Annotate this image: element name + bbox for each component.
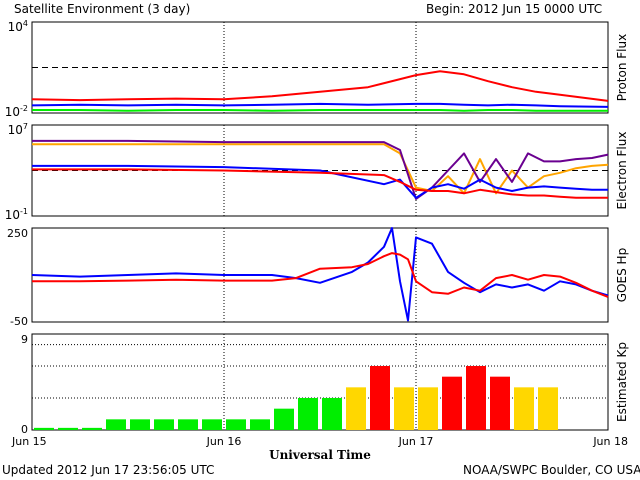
series-line-blue <box>31 102 609 108</box>
series-line-red <box>32 252 609 298</box>
begin-time: Begin: 2012 Jun 15 0000 UTC <box>426 2 603 16</box>
kp-bar <box>298 398 318 430</box>
kp-bar <box>106 419 126 430</box>
panel-frame <box>31 333 609 431</box>
x-tick-label: Jun 18 <box>592 435 628 448</box>
kp-bar <box>250 419 270 430</box>
kp-bar <box>178 419 198 430</box>
kp-bar <box>202 419 222 430</box>
panel-2: 107 10-1 Electron Flux <box>5 122 629 222</box>
kp-bar <box>538 387 558 430</box>
source-credit: NOAA/SWPC Boulder, CO USA <box>463 463 640 477</box>
y-axis-label: Estimated Kp <box>615 342 629 422</box>
kp-bar <box>154 419 174 430</box>
y-tick-bottom: 0 <box>21 423 28 436</box>
series-line-red <box>31 70 609 102</box>
kp-bar <box>34 427 54 430</box>
y-axis-label: GOES Hp <box>615 248 629 302</box>
x-axis-label: Universal Time <box>269 448 371 462</box>
y-axis-label: Proton Flux <box>615 34 629 101</box>
kp-bar <box>82 427 102 430</box>
kp-bar <box>442 376 462 430</box>
y-axis-label: Electron Flux <box>615 132 629 210</box>
kp-bar <box>58 427 78 430</box>
kp-bar <box>322 398 342 430</box>
kp-bar <box>514 387 534 430</box>
x-tick-label: Jun 15 <box>11 435 47 448</box>
y-tick-bottom: -50 <box>10 315 28 328</box>
kp-bar <box>418 387 438 430</box>
kp-bar <box>274 408 294 430</box>
series-line-green <box>32 109 608 112</box>
kp-bar <box>466 366 486 430</box>
y-tick-top: 104 <box>8 19 28 34</box>
kp-bar <box>130 419 150 430</box>
kp-bar <box>346 387 366 430</box>
y-tick-top: 107 <box>8 122 28 137</box>
y-tick-bottom: 10-1 <box>5 207 28 222</box>
series-line-red <box>32 168 608 199</box>
panel-1: 104 10-2 Proton Flux <box>5 19 629 119</box>
panel-3: 250 -50 GOES Hp <box>7 227 629 328</box>
panel-4: 9 0 Estimated Kp <box>21 333 629 436</box>
y-tick-bottom: 10-2 <box>5 104 28 119</box>
x-tick-label: Jun 16 <box>206 435 242 448</box>
y-tick-top: 9 <box>21 333 28 346</box>
series-line-blue <box>31 227 609 322</box>
kp-bar <box>490 376 510 430</box>
kp-bar <box>394 387 414 430</box>
kp-bar <box>226 419 246 430</box>
y-tick-top: 250 <box>7 227 28 240</box>
updated-timestamp: Updated 2012 Jun 17 23:56:05 UTC <box>2 463 215 477</box>
x-tick-label: Jun 17 <box>398 435 434 448</box>
series-line-blue <box>32 164 608 199</box>
series-line-purple <box>32 139 609 200</box>
kp-bar <box>370 366 390 430</box>
chart-title: Satellite Environment (3 day) <box>14 2 191 16</box>
